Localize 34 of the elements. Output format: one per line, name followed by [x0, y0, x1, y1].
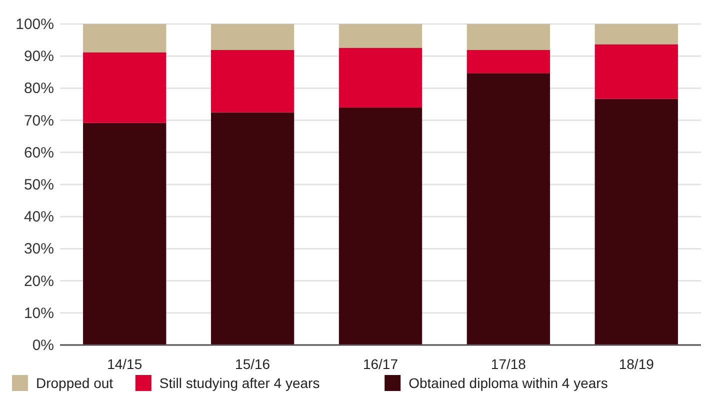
y-tick-label: 30%	[24, 240, 54, 258]
legend-label: Obtained diploma within 4 years	[408, 375, 608, 391]
y-tick-label: 40%	[24, 208, 54, 226]
y-tick-label: 80%	[24, 80, 54, 98]
legend-label: Still studying after 4 years	[159, 375, 320, 391]
x-tick-label: 17/18	[490, 356, 526, 372]
y-tick-label: 20%	[24, 272, 54, 290]
y-tick-label: 10%	[24, 304, 54, 322]
bar	[210, 112, 294, 345]
y-tick-label: 0%	[32, 337, 54, 354]
bar	[83, 52, 166, 123]
bar	[210, 50, 294, 112]
x-tick-label: 16/17	[362, 356, 398, 372]
bar	[338, 48, 422, 108]
bar	[466, 73, 550, 345]
x-tick-label: 14/15	[107, 356, 142, 372]
x-tick-label: 15/16	[235, 356, 270, 372]
legend-label: Dropped out	[36, 375, 114, 391]
bar	[594, 98, 678, 345]
y-tick-label: 70%	[24, 112, 54, 130]
bar	[466, 50, 550, 74]
bar	[83, 122, 166, 345]
y-tick-label: 90%	[24, 48, 54, 66]
bar	[338, 107, 422, 345]
y-tick-label: 100%	[16, 16, 54, 33]
bar	[210, 24, 294, 50]
bar	[338, 24, 422, 48]
bar	[594, 44, 678, 99]
bar	[594, 24, 678, 44]
x-tick-label: 18/19	[618, 356, 654, 372]
bar	[83, 24, 166, 52]
y-tick-label: 50%	[24, 176, 54, 194]
bar	[466, 24, 550, 50]
y-tick-label: 60%	[24, 144, 54, 162]
